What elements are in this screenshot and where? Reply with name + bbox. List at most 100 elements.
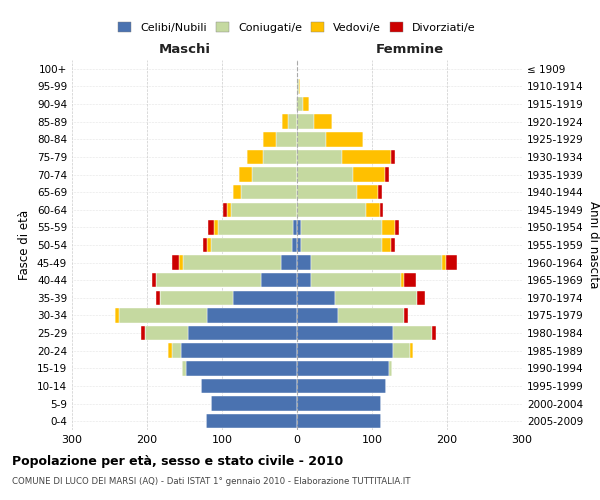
- Bar: [261, 273, 297, 287]
- Bar: [141, 326, 145, 340]
- Bar: [207, 308, 297, 322]
- Bar: [301, 220, 382, 234]
- Text: COMUNE DI LUCO DEI MARSI (AQ) - Dati ISTAT 1° gennaio 2010 - Elaborazione TUTTIT: COMUNE DI LUCO DEI MARSI (AQ) - Dati IST…: [12, 478, 410, 486]
- Bar: [227, 202, 231, 217]
- Bar: [296, 97, 297, 112]
- Bar: [207, 238, 211, 252]
- Bar: [179, 256, 183, 270]
- Legend: Celibi/Nubili, Coniugati/e, Vedovi/e, Divorziati/e: Celibi/Nubili, Coniugati/e, Vedovi/e, Di…: [114, 18, 480, 37]
- Bar: [432, 326, 436, 340]
- Bar: [156, 273, 261, 287]
- Bar: [152, 273, 156, 287]
- Bar: [292, 238, 297, 252]
- Bar: [241, 185, 297, 200]
- Bar: [417, 290, 425, 305]
- Bar: [393, 326, 432, 340]
- Bar: [301, 238, 382, 252]
- Bar: [168, 344, 172, 358]
- Bar: [203, 238, 207, 252]
- Bar: [311, 273, 401, 287]
- Bar: [357, 185, 378, 200]
- Y-axis label: Fasce di età: Fasce di età: [19, 210, 31, 280]
- Bar: [314, 114, 332, 129]
- Bar: [380, 202, 383, 217]
- Bar: [182, 361, 186, 376]
- Bar: [211, 396, 297, 411]
- Bar: [288, 114, 297, 129]
- Bar: [214, 220, 218, 234]
- Bar: [297, 290, 335, 305]
- Bar: [297, 97, 303, 112]
- Bar: [297, 202, 366, 217]
- Text: Maschi: Maschi: [158, 44, 211, 57]
- Bar: [282, 114, 288, 129]
- Bar: [389, 361, 392, 376]
- Bar: [297, 361, 389, 376]
- Bar: [311, 256, 442, 270]
- Bar: [297, 256, 311, 270]
- Bar: [172, 344, 181, 358]
- Bar: [297, 308, 338, 322]
- Bar: [378, 185, 382, 200]
- Bar: [297, 378, 386, 393]
- Bar: [297, 326, 393, 340]
- Y-axis label: Anni di nascita: Anni di nascita: [587, 202, 600, 288]
- Bar: [391, 238, 395, 252]
- Bar: [393, 344, 409, 358]
- Bar: [119, 308, 207, 322]
- Bar: [297, 273, 311, 287]
- Bar: [186, 361, 297, 376]
- Bar: [445, 256, 457, 270]
- Bar: [231, 202, 297, 217]
- Bar: [211, 238, 292, 252]
- Bar: [382, 220, 395, 234]
- Text: Popolazione per età, sesso e stato civile - 2010: Popolazione per età, sesso e stato civil…: [12, 455, 343, 468]
- Bar: [297, 396, 381, 411]
- Bar: [297, 238, 301, 252]
- Bar: [233, 290, 297, 305]
- Bar: [366, 202, 380, 217]
- Bar: [160, 290, 233, 305]
- Bar: [297, 150, 342, 164]
- Bar: [338, 308, 404, 322]
- Bar: [156, 290, 160, 305]
- Bar: [115, 308, 119, 322]
- Bar: [382, 238, 391, 252]
- Text: Femmine: Femmine: [376, 44, 443, 57]
- Bar: [281, 256, 297, 270]
- Bar: [263, 132, 276, 146]
- Bar: [181, 344, 297, 358]
- Bar: [442, 256, 445, 270]
- Bar: [252, 168, 297, 181]
- Bar: [201, 378, 297, 393]
- Bar: [263, 150, 297, 164]
- Bar: [297, 114, 314, 129]
- Bar: [342, 150, 391, 164]
- Bar: [145, 326, 188, 340]
- Bar: [391, 150, 395, 164]
- Bar: [183, 256, 281, 270]
- Bar: [297, 414, 381, 428]
- Bar: [297, 132, 325, 146]
- Bar: [385, 168, 389, 181]
- Bar: [297, 344, 393, 358]
- Bar: [335, 290, 417, 305]
- Bar: [208, 220, 214, 234]
- Bar: [297, 79, 299, 94]
- Bar: [297, 168, 353, 181]
- Bar: [401, 273, 404, 287]
- Bar: [293, 220, 297, 234]
- Bar: [325, 132, 363, 146]
- Bar: [239, 168, 252, 181]
- Bar: [205, 414, 297, 428]
- Bar: [276, 132, 297, 146]
- Bar: [409, 344, 413, 358]
- Bar: [395, 220, 399, 234]
- Bar: [218, 220, 293, 234]
- Bar: [297, 220, 301, 234]
- Bar: [247, 150, 263, 164]
- Bar: [297, 185, 357, 200]
- Bar: [404, 308, 408, 322]
- Bar: [188, 326, 297, 340]
- Bar: [353, 168, 385, 181]
